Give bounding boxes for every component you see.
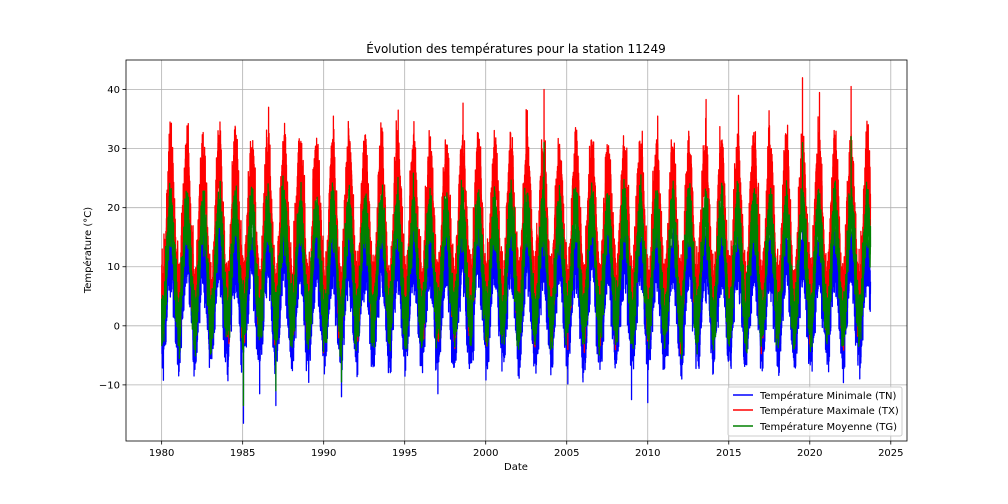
x-axis-label: Date	[504, 462, 528, 473]
legend-box	[727, 386, 903, 437]
y-axis-label: Température (°C)	[82, 207, 94, 294]
y-tick-label: −10	[99, 380, 120, 391]
x-tick-label: 2015	[716, 448, 741, 459]
y-tick-label: 0	[114, 321, 120, 332]
plot-frame	[125, 59, 908, 442]
legend-label-tn: Température Minimale (TN)	[759, 390, 897, 402]
y-tick-label: 30	[107, 144, 120, 155]
y-axis: −10 0 10 20 30 40	[99, 85, 126, 391]
series-line-tg	[161, 136, 872, 407]
x-tick-label: 1980	[149, 448, 174, 459]
x-tick-label: 1995	[392, 448, 417, 459]
y-tick-label: 20	[107, 203, 120, 214]
x-tick-label: 2000	[473, 448, 498, 459]
x-tick-label: 2025	[878, 448, 903, 459]
x-tick-label: 1990	[311, 448, 336, 459]
grid	[126, 60, 907, 441]
legend: Température Minimale (TN) Température Ma…	[727, 386, 903, 437]
chart-title: Évolution des températures pour la stati…	[366, 41, 665, 56]
x-axis: 1980 1985 1990 1995 2000 2005 2010 2015 2020 2025	[149, 441, 904, 459]
x-tick-label: 2005	[554, 448, 579, 459]
legend-label-tx: Température Maximale (TX)	[759, 405, 899, 417]
series-lines	[161, 77, 872, 424]
y-tick-label: 40	[107, 85, 120, 96]
x-tick-label: 2020	[797, 448, 822, 459]
x-tick-label: 1985	[230, 448, 255, 459]
legend-label-tg: Température Moyenne (TG)	[759, 421, 897, 433]
x-tick-label: 2010	[635, 448, 660, 459]
y-tick-label: 10	[107, 262, 120, 273]
